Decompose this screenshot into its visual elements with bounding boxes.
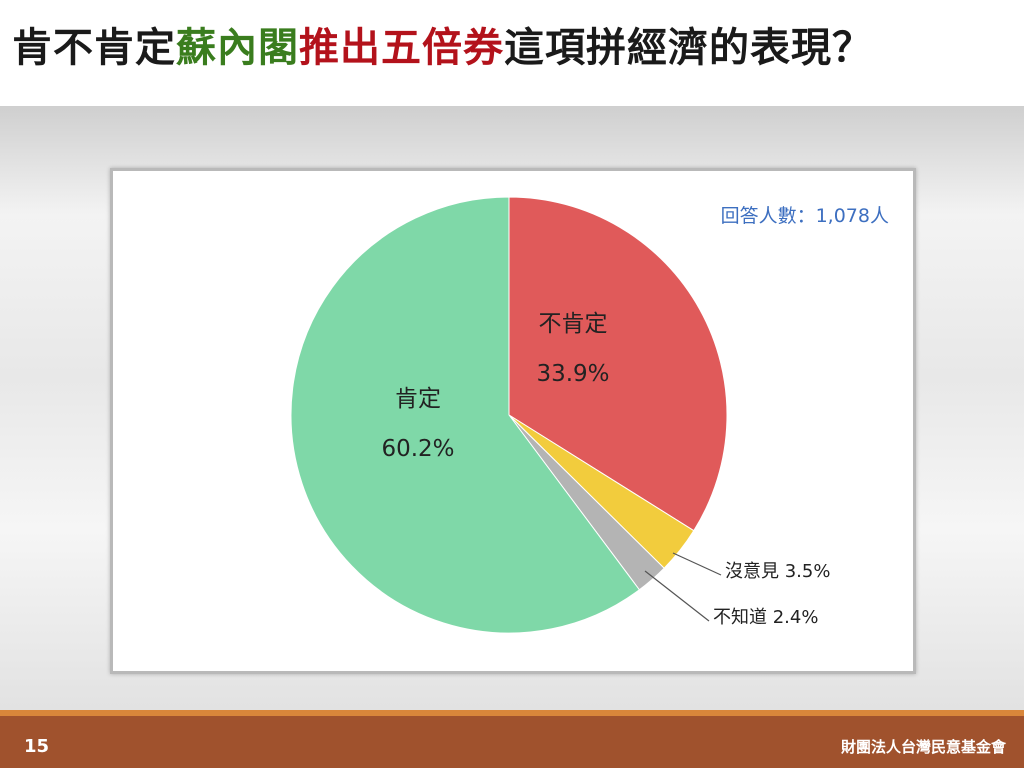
leader-line-沒意見 (672, 552, 722, 576)
page-number: 15 (24, 736, 50, 757)
pie-chart: 不肯定 33.9% 沒意見 3.5% 不知道 2.4% 肯定 60.2% (290, 196, 830, 634)
slice-label-不肯定: 不肯定 (539, 311, 608, 337)
respondents-count: 回答人數：1,078人 (720, 205, 889, 227)
organization-name: 財團法人台灣民意基金會 (840, 738, 1006, 756)
slice-value-肯定: 60.2% (381, 436, 454, 462)
slide-title: 肯不肯定蘇內閣推出五倍券這項拼經濟的表現？ (12, 18, 873, 78)
title-part-2: 蘇內閣 (176, 25, 299, 71)
pie-slice-不肯定 (508, 196, 728, 532)
chart-frame: 不肯定 33.9% 沒意見 3.5% 不知道 2.4% 肯定 60.2% 回答人數：1,0… (110, 168, 916, 674)
slice-label-不知道: 不知道 2.4% (713, 607, 818, 628)
slice-value-不肯定: 33.9% (536, 361, 609, 387)
leader-line-不知道 (644, 570, 710, 622)
title-part-3: 推出五倍券 (299, 25, 504, 71)
title-part-1: 肯不肯定 (12, 25, 176, 71)
slice-label-沒意見: 沒意見 3.5% (725, 561, 830, 582)
title-part-4: 這項拼經濟的表現？ (504, 25, 873, 71)
title-bar: 肯不肯定蘇內閣推出五倍券這項拼經濟的表現？ (0, 0, 1024, 106)
footer-bar: 15 財團法人台灣民意基金會 (0, 710, 1024, 768)
slice-label-肯定: 肯定 (395, 386, 441, 412)
pie-slice-肯定 (290, 196, 641, 634)
